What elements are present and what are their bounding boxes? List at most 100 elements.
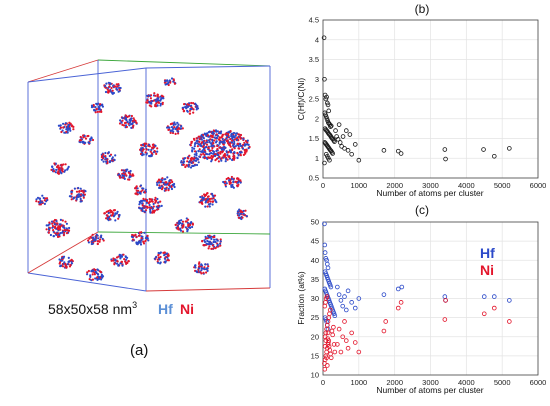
atom-dot	[167, 81, 170, 84]
atom-dot	[245, 215, 248, 218]
atom-dot	[48, 221, 51, 224]
atom-dot	[52, 220, 55, 223]
atom-dot	[157, 181, 161, 184]
atom-dot	[99, 108, 102, 111]
atom-dot	[196, 107, 200, 110]
atom-dot	[179, 229, 183, 232]
atom-dot	[225, 150, 228, 153]
atom-dot	[110, 259, 113, 262]
data-point-hf	[335, 284, 340, 290]
atom-dot	[231, 183, 234, 186]
atom-dot	[107, 81, 110, 84]
atom-dot	[172, 80, 175, 83]
atom-dot	[206, 201, 209, 204]
atom-dot	[204, 263, 207, 266]
atom-dot	[163, 251, 166, 254]
atom-dot	[62, 226, 65, 229]
atom-dot	[150, 200, 153, 203]
atom-dot	[39, 199, 42, 202]
atom-dot	[87, 239, 90, 242]
atom-dot	[170, 185, 173, 188]
atom-dot	[102, 160, 105, 163]
atom-dot	[232, 135, 235, 138]
data-point	[322, 160, 327, 166]
atom-dot	[156, 183, 159, 186]
atom-dot	[125, 115, 128, 118]
atom-dot	[141, 148, 145, 151]
atom-dot	[204, 235, 207, 238]
atom-dot	[190, 142, 193, 145]
atom-dot	[59, 228, 62, 231]
atom-dot	[104, 84, 107, 88]
atom-dot	[129, 173, 132, 176]
atom-dot	[227, 151, 230, 154]
atom-dot	[84, 141, 87, 144]
data-point-ni	[491, 305, 497, 311]
atom-dot	[225, 137, 228, 140]
atom-dot	[61, 167, 64, 170]
atom-dot	[232, 131, 236, 135]
atom-dot	[151, 146, 154, 149]
box-edge	[27, 231, 99, 274]
data-point-hf	[324, 261, 330, 267]
atom-dot	[77, 193, 81, 196]
grid-lines	[322, 19, 539, 179]
data-point-hf	[349, 300, 354, 305]
atom-dot	[216, 134, 219, 137]
atom-dot	[144, 151, 147, 154]
atom-dot	[205, 242, 208, 245]
atom-dot	[105, 157, 108, 160]
atom-dot	[80, 200, 83, 203]
atom-dot	[174, 132, 177, 135]
atom-dot	[187, 103, 190, 106]
atom-dot	[181, 230, 185, 233]
atom-dot	[227, 142, 230, 145]
atom-dot	[186, 221, 189, 224]
atom-dot	[171, 180, 174, 184]
atom-dot	[205, 132, 208, 135]
atom-dot	[230, 141, 234, 144]
y-tick-labels: 0.5 1 1.5 2 2.5 3 3.5 4 4.5	[309, 16, 319, 183]
data-point-ni	[331, 324, 336, 330]
atom-dot	[201, 135, 204, 138]
data-point	[324, 116, 330, 122]
atom-dot	[62, 255, 66, 258]
atom-dot	[202, 152, 205, 155]
atom-dot	[201, 141, 204, 144]
atom-dot	[150, 152, 153, 155]
atom-dot	[53, 170, 56, 173]
data-point	[324, 94, 329, 100]
atom-dot	[148, 143, 151, 146]
atom-dot	[211, 146, 214, 150]
atom-dot	[79, 187, 82, 190]
atom-dot	[149, 97, 152, 100]
data-point-ni	[349, 330, 354, 336]
atom-dot	[239, 143, 242, 146]
atom-dot	[111, 213, 114, 216]
data-point	[336, 122, 342, 127]
atom-dot	[51, 226, 54, 229]
atom-dot	[161, 97, 164, 100]
atom-dot	[210, 242, 213, 245]
atom-dot	[181, 220, 185, 223]
atom-dot	[221, 151, 224, 154]
atom-dot	[172, 78, 175, 81]
dimensions-label: 58x50x58 nm3	[48, 300, 137, 317]
x-tick-label: 3000	[422, 378, 439, 387]
atom-dot	[152, 99, 155, 102]
y-tick-label: 30	[311, 294, 319, 303]
data-points	[322, 221, 512, 372]
atom-dot	[232, 180, 235, 184]
data-point-ni	[398, 300, 404, 305]
atom-dot	[203, 193, 206, 196]
atom-dot	[164, 256, 167, 259]
data-point-ni	[507, 319, 512, 324]
atom-dot	[239, 212, 242, 215]
atom-dot	[125, 168, 128, 171]
atom-dot	[228, 179, 231, 182]
data-point-ni	[342, 319, 347, 324]
atom-dot	[201, 197, 205, 200]
atom-dot	[149, 208, 152, 211]
data-point-hf	[322, 221, 327, 227]
atom-dot	[140, 199, 143, 202]
